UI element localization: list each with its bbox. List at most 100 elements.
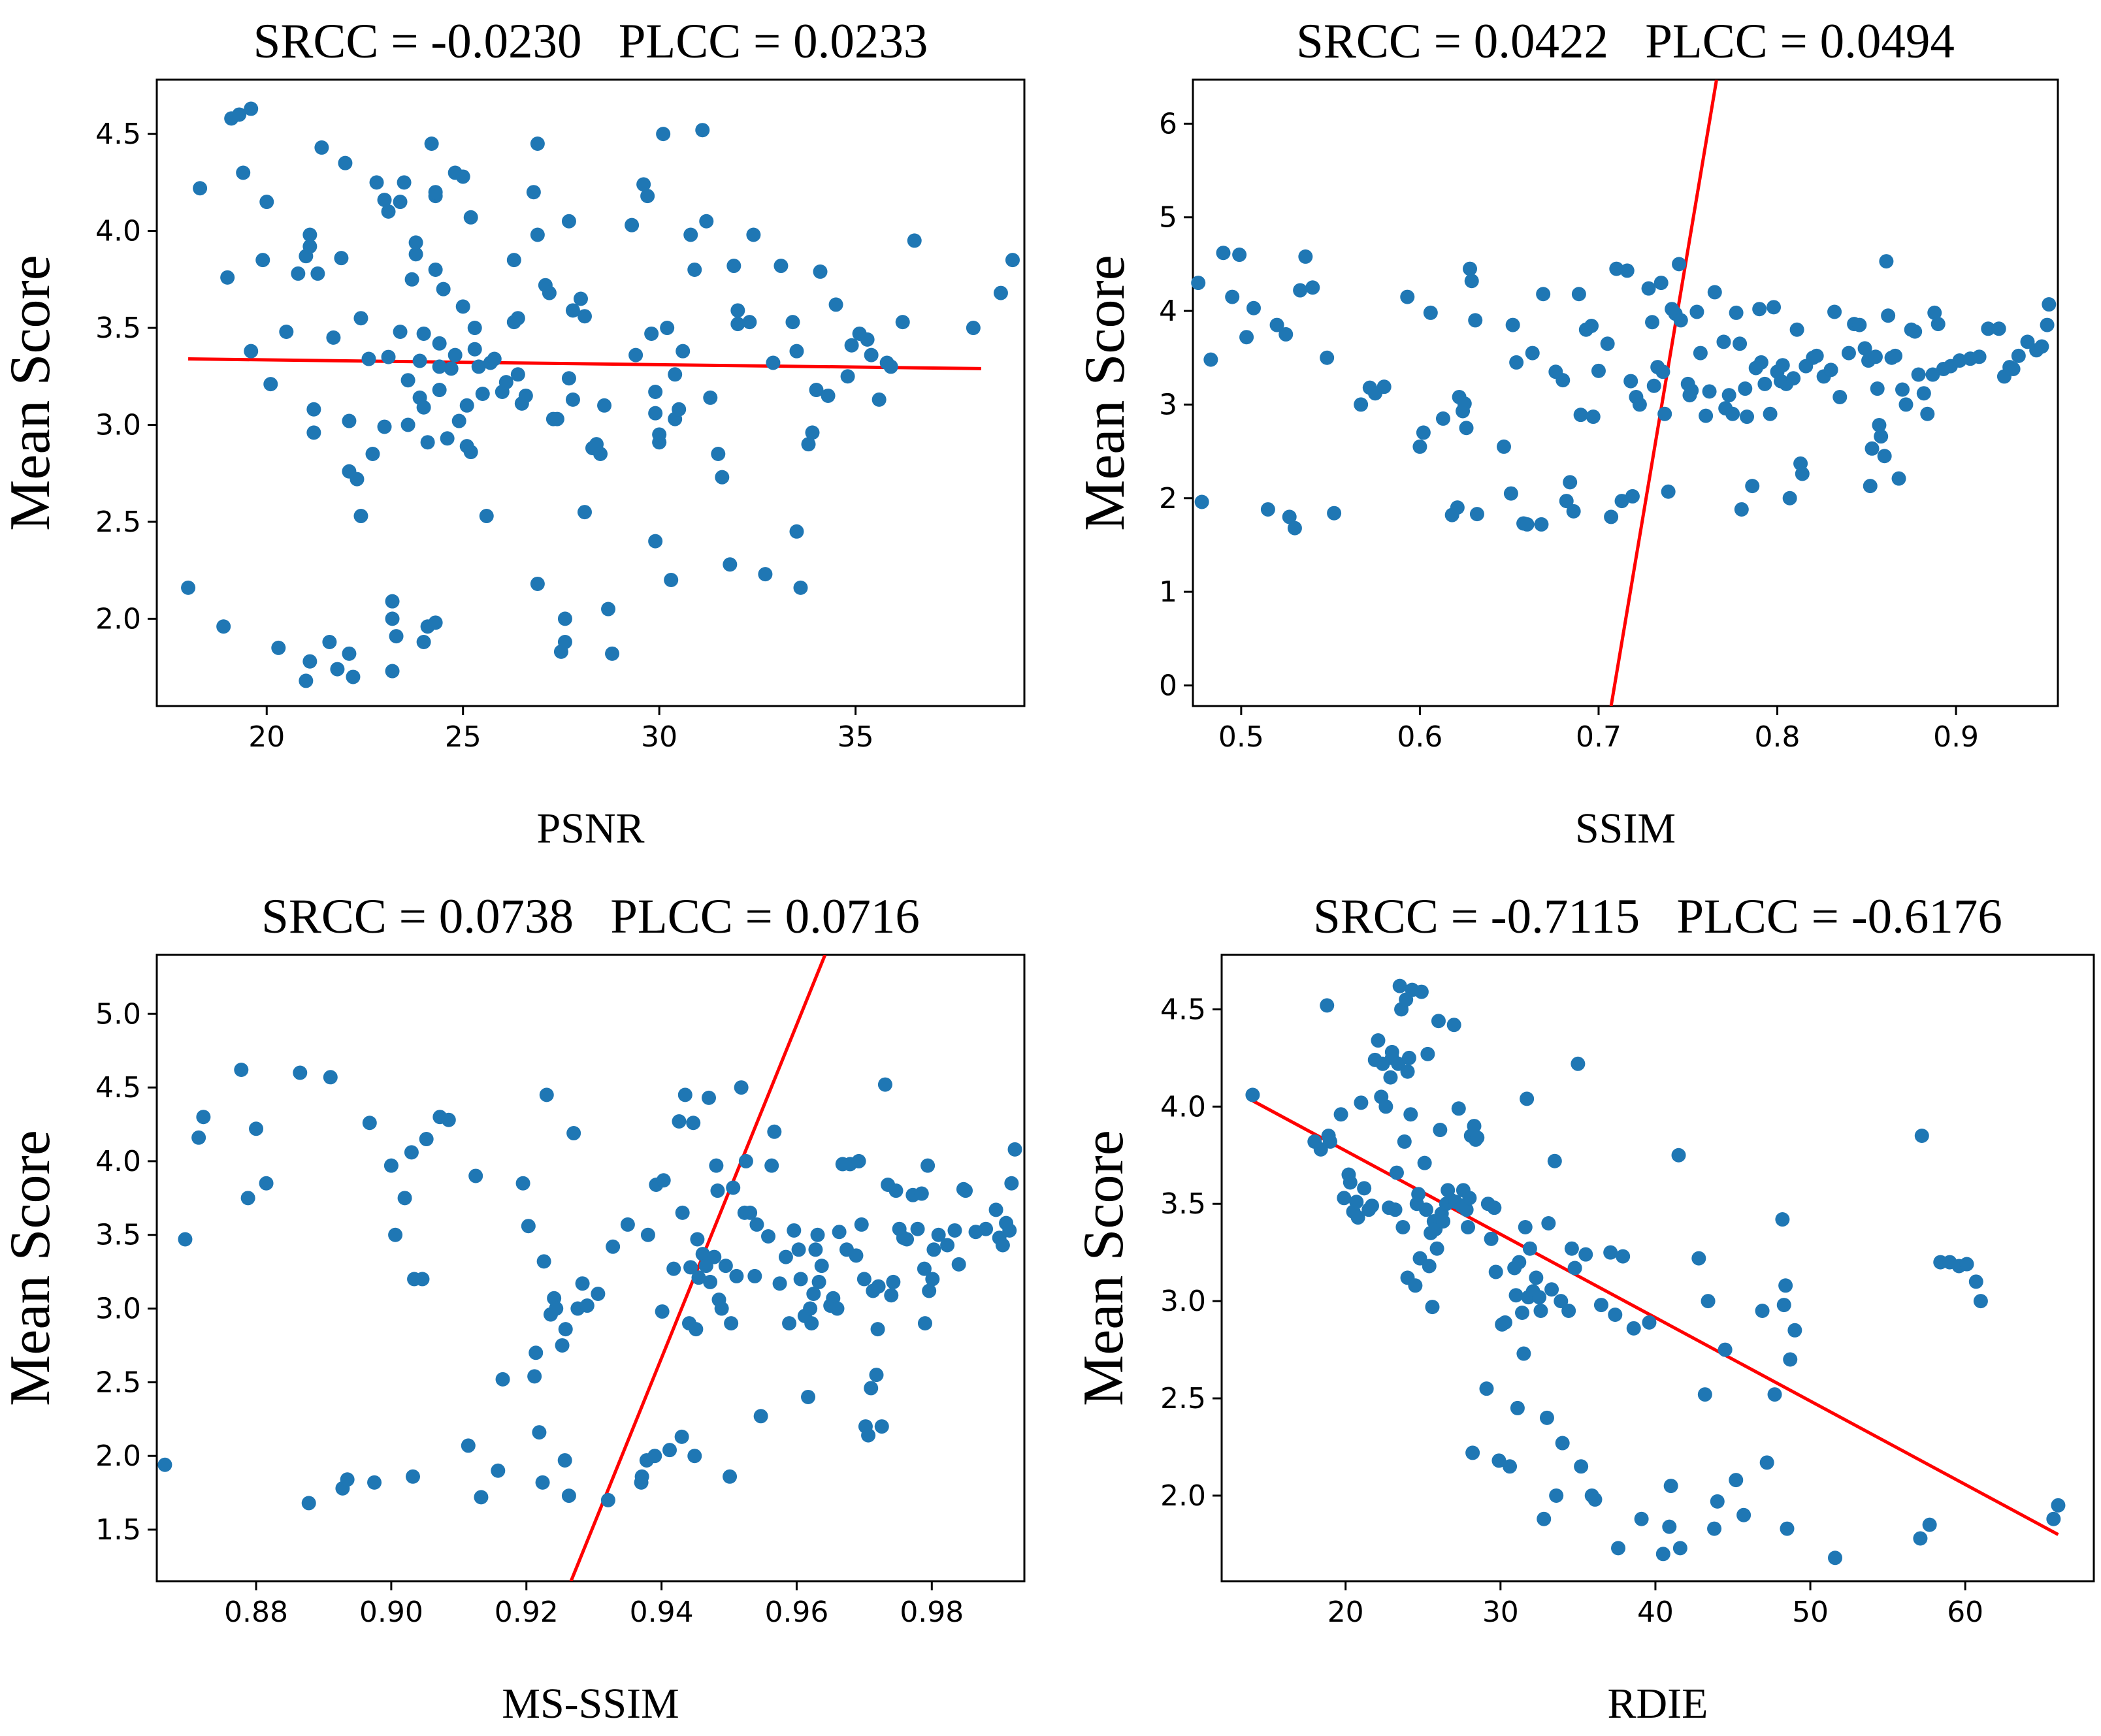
data-point <box>244 344 259 359</box>
data-point <box>529 1345 544 1360</box>
data-point <box>1752 302 1767 317</box>
data-point <box>448 347 463 362</box>
data-point <box>400 417 415 432</box>
data-point <box>561 1488 576 1503</box>
data-point <box>419 1132 434 1147</box>
data-point <box>648 534 663 549</box>
data-point <box>907 233 922 248</box>
data-point <box>1389 1165 1404 1180</box>
data-point <box>428 615 443 630</box>
data-point <box>761 1229 776 1244</box>
data-point <box>723 1469 738 1484</box>
data-point <box>1780 1521 1795 1536</box>
panel-ms-ssim: SRCC = 0.0738 PLCC = 0.0716 0.88 0.90 0.92… <box>0 890 1026 1728</box>
data-point <box>655 1304 670 1319</box>
data-point <box>306 402 321 417</box>
data-point <box>1689 304 1704 319</box>
data-point <box>951 1257 966 1272</box>
data-point <box>1721 388 1736 403</box>
data-point <box>530 227 545 242</box>
data-point <box>557 635 572 650</box>
data-point <box>710 1183 725 1198</box>
data-point <box>1584 319 1599 334</box>
y-tick-label: 4.0 <box>1160 1090 1206 1123</box>
data-point <box>1354 397 1369 412</box>
data-point <box>1343 1175 1358 1190</box>
data-point <box>1991 321 2006 336</box>
data-point <box>196 1110 211 1125</box>
data-point <box>1537 1511 1552 1526</box>
data-point <box>1461 1219 1476 1234</box>
data-point <box>1470 1130 1485 1145</box>
data-point <box>1327 506 1342 521</box>
x-axis-label: RDIE <box>1608 1680 1708 1728</box>
data-point <box>579 1298 594 1313</box>
data-point <box>1522 1241 1537 1256</box>
data-point <box>515 1176 530 1191</box>
data-point <box>995 1238 1010 1253</box>
y-tick-label: 1 <box>1159 575 1177 609</box>
data-point <box>299 673 314 688</box>
data-point <box>193 181 208 196</box>
data-point <box>397 175 412 190</box>
data-point <box>758 567 773 582</box>
data-point <box>844 338 859 353</box>
data-point <box>1795 466 1810 481</box>
axis-ticks: 0.88 0.90 0.92 0.94 0.96 0.98 1.5 2.0 2.5 3.0 3.5 4… <box>95 997 964 1629</box>
data-point <box>1554 1294 1569 1309</box>
data-point <box>806 1286 821 1301</box>
data-point <box>714 1301 729 1316</box>
data-point <box>1707 1521 1722 1536</box>
x-tick-label: 20 <box>248 720 285 754</box>
data-point <box>1684 383 1699 398</box>
data-point <box>1555 373 1571 388</box>
y-tick-label: 3.5 <box>95 312 141 345</box>
data-point <box>1655 1547 1670 1562</box>
data-point <box>1520 1091 1535 1106</box>
data-point <box>789 344 804 359</box>
data-point <box>947 1223 962 1238</box>
data-point <box>510 367 525 382</box>
data-point <box>539 1087 554 1102</box>
data-point <box>1287 521 1302 536</box>
y-tick-label: 0 <box>1159 669 1177 702</box>
data-point <box>467 321 482 336</box>
data-point <box>703 390 718 405</box>
data-point <box>828 297 843 312</box>
data-point <box>1586 410 1601 425</box>
data-point <box>1383 1070 1398 1085</box>
data-point <box>1433 1123 1448 1138</box>
data-point <box>244 101 259 116</box>
data-point <box>527 1369 542 1384</box>
data-point <box>232 107 247 122</box>
data-point <box>475 386 490 401</box>
x-tick-label: 35 <box>838 720 874 754</box>
fit-line <box>1252 1099 2059 1536</box>
fit-line <box>1609 80 1718 706</box>
data-point <box>749 1217 764 1232</box>
axis-ticks: 0.5 0.6 0.7 0.8 0.9 0 1 2 3 4 5 6 <box>1159 107 1979 754</box>
data-point <box>931 1227 946 1242</box>
data-point <box>393 195 408 210</box>
data-point <box>1322 1134 1337 1149</box>
data-point <box>1245 1087 1260 1102</box>
data-point <box>648 406 663 421</box>
data-point <box>1467 1119 1482 1134</box>
data-point <box>255 253 270 268</box>
data-point <box>234 1063 249 1078</box>
data-point <box>1672 257 1687 272</box>
data-point <box>1298 249 1313 264</box>
data-point <box>1626 1321 1641 1336</box>
data-point <box>1608 1307 1623 1322</box>
data-point <box>415 1272 430 1287</box>
data-point <box>1745 479 1760 494</box>
plot-frame <box>155 954 1026 1583</box>
data-point <box>1425 1300 1440 1315</box>
data-point <box>1916 386 1931 401</box>
y-tick-label: 2.0 <box>1160 1479 1206 1513</box>
data-point <box>334 251 349 266</box>
y-tick-label: 3.0 <box>1160 1285 1206 1318</box>
data-point <box>726 1180 741 1195</box>
data-point <box>1536 287 1551 302</box>
data-point <box>463 210 478 225</box>
